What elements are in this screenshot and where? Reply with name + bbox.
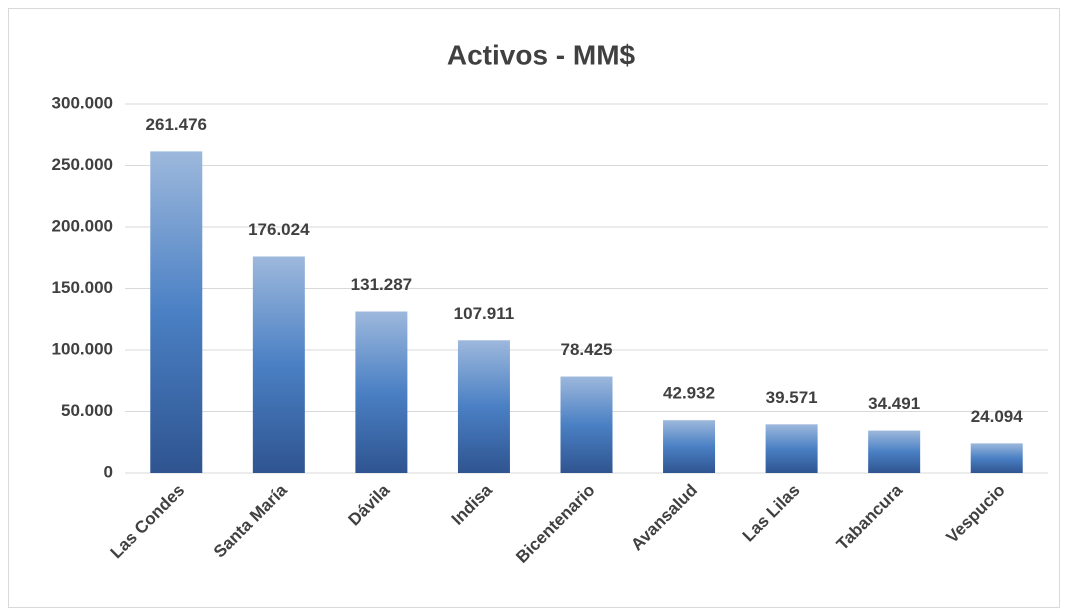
data-label: 107.911 [454, 304, 515, 323]
data-label: 78.425 [561, 340, 613, 359]
bar [765, 424, 818, 473]
y-tick-label: 200.000 [52, 216, 113, 235]
bar [252, 256, 305, 473]
data-label: 39.571 [766, 388, 818, 407]
y-tick-label: 150.000 [52, 278, 113, 297]
y-tick-label: 250.000 [52, 155, 113, 174]
bar [355, 311, 408, 473]
bar [868, 430, 921, 473]
data-label: 42.932 [663, 384, 715, 403]
data-label: 131.287 [351, 275, 412, 294]
data-label: 34.491 [868, 394, 920, 413]
y-tick-label: 0 [104, 462, 113, 481]
chart-title: Activos - MM$ [447, 39, 636, 70]
bar [560, 376, 613, 473]
y-tick-label: 100.000 [52, 339, 113, 358]
data-label: 24.094 [971, 407, 1024, 426]
bar [150, 151, 203, 473]
bar [970, 443, 1023, 473]
data-label: 176.024 [248, 220, 310, 239]
bar [663, 420, 716, 473]
bar [457, 340, 510, 473]
data-label: 261.476 [146, 115, 207, 134]
y-tick-label: 50.000 [61, 401, 113, 420]
y-tick-label: 300.000 [52, 93, 113, 112]
